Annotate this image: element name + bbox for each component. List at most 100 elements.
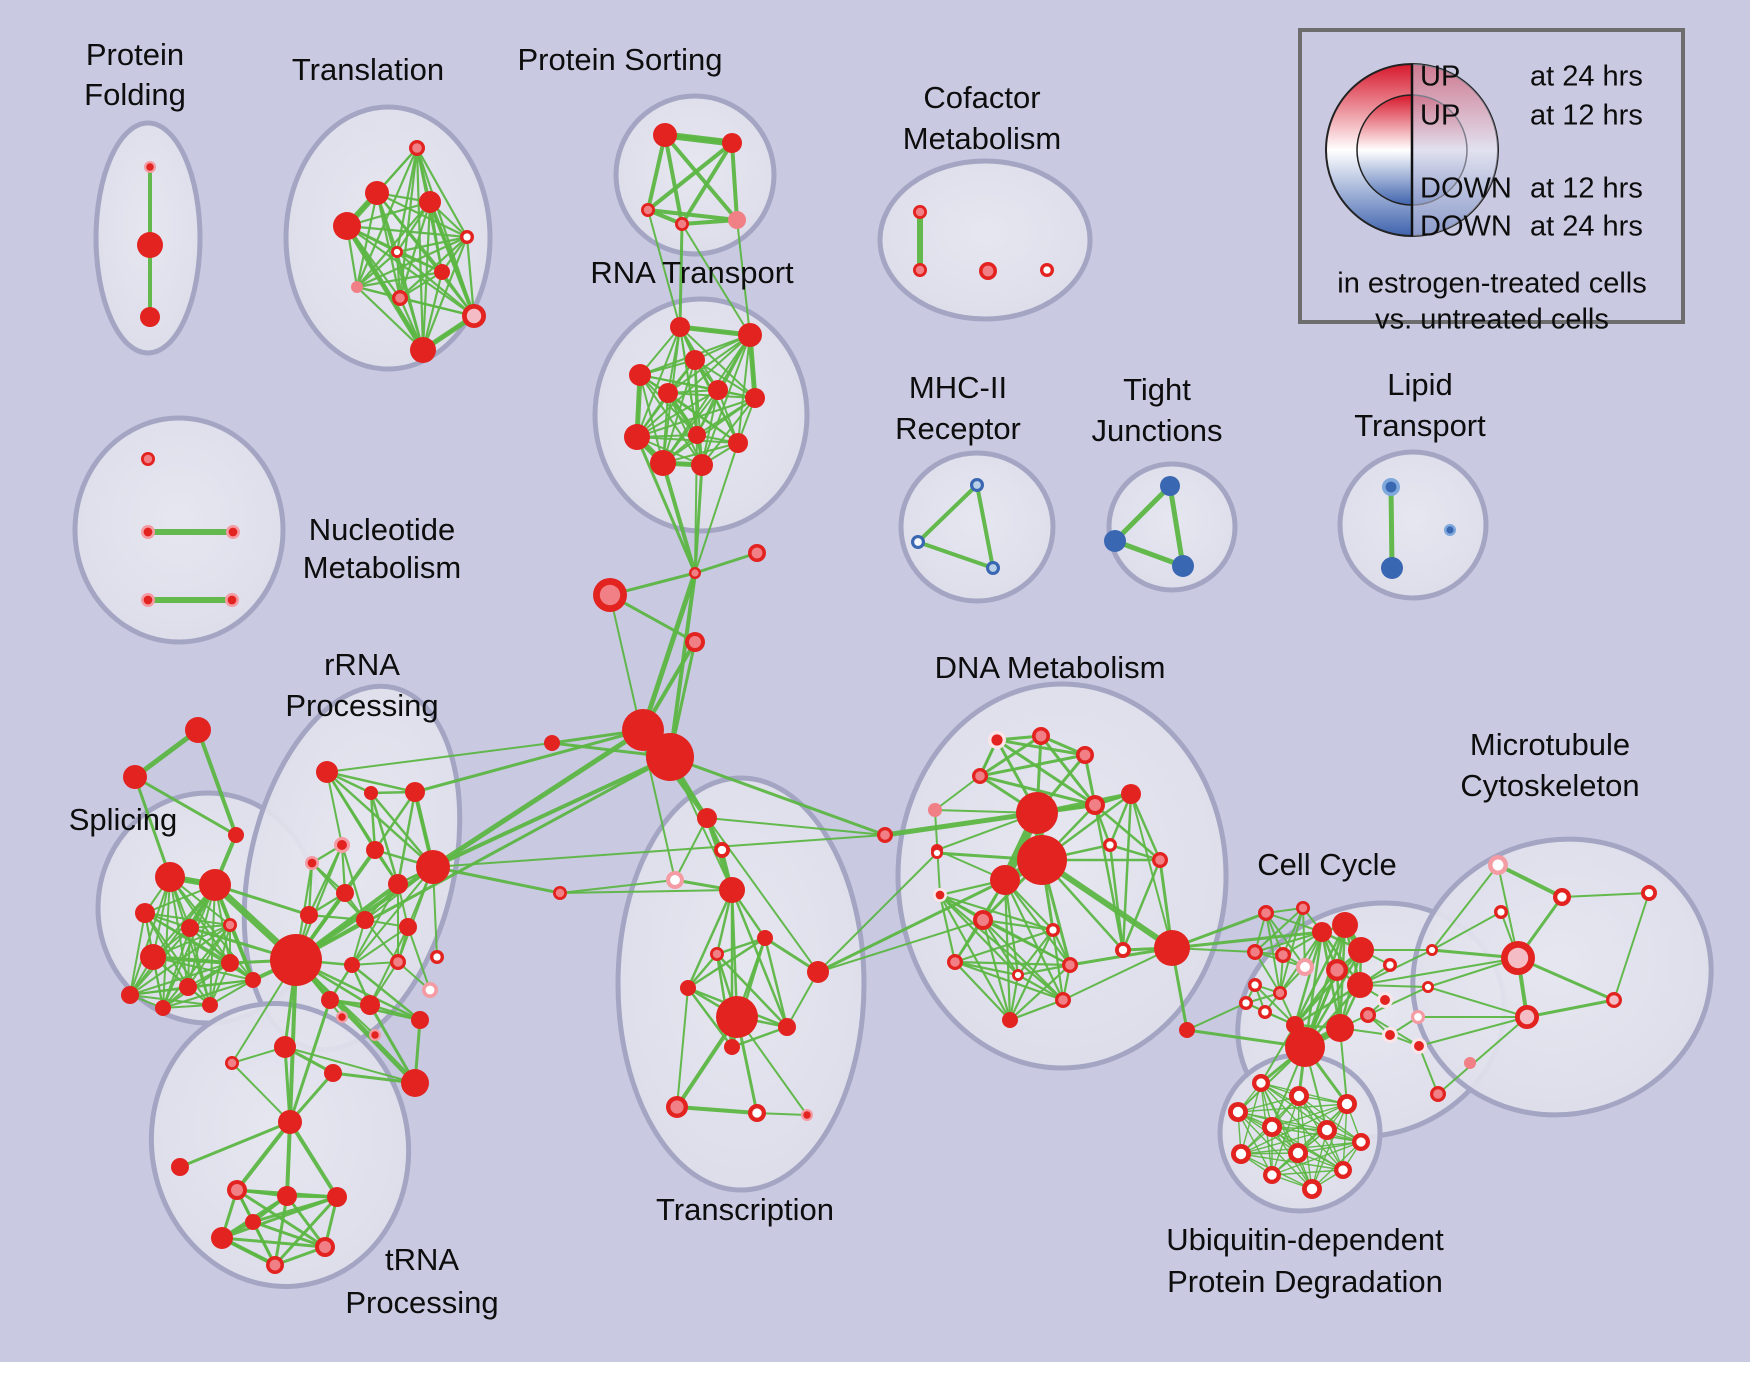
edge xyxy=(715,936,767,956)
edge xyxy=(344,223,426,353)
node-center xyxy=(1118,945,1128,955)
node-center xyxy=(143,454,153,464)
node-cm-2 xyxy=(979,262,997,280)
edge xyxy=(369,791,400,886)
edge xyxy=(640,570,698,733)
node-center xyxy=(463,233,471,241)
edge xyxy=(1437,1016,1528,1095)
edge xyxy=(661,461,697,575)
node-center xyxy=(1424,983,1432,991)
edge xyxy=(288,998,332,1124)
node-center xyxy=(1267,1170,1277,1180)
edge xyxy=(639,374,664,464)
edge xyxy=(679,326,756,399)
node-center xyxy=(973,481,981,489)
node-spl-3 xyxy=(181,919,199,937)
node-trna-2 xyxy=(227,1180,247,1200)
node-ring xyxy=(179,978,197,996)
node-center xyxy=(1292,1147,1304,1159)
edge xyxy=(369,926,409,1006)
node-cc-6 xyxy=(1275,947,1291,963)
node-center xyxy=(228,527,238,537)
node-ring xyxy=(388,874,408,894)
node-center xyxy=(1261,908,1271,918)
node-ring xyxy=(1332,912,1358,938)
node-rrna-22 xyxy=(430,950,444,964)
node-cc-18 xyxy=(1377,992,1393,1008)
node-rrna-20 xyxy=(336,1011,348,1023)
edge xyxy=(355,270,444,289)
edge xyxy=(639,374,698,436)
node-center xyxy=(915,265,925,275)
edge xyxy=(1254,931,1323,953)
edge xyxy=(995,738,1087,757)
edge xyxy=(345,224,469,239)
node-rna-1 xyxy=(738,323,762,347)
node-ring xyxy=(728,211,746,229)
node-center xyxy=(1293,1090,1305,1102)
edge xyxy=(235,1120,292,1192)
edge xyxy=(1108,843,1125,952)
node-link-7 xyxy=(553,886,567,900)
edge xyxy=(693,551,759,575)
node-center xyxy=(691,569,699,577)
node-ring xyxy=(1381,557,1403,579)
node-ring xyxy=(434,264,450,280)
edge xyxy=(285,1194,327,1249)
edge xyxy=(681,223,751,336)
cluster-bubble-tr xyxy=(283,104,493,372)
node-rrna-5 xyxy=(366,841,384,859)
cluster-label-ub-0: Ubiquitin-dependent xyxy=(1166,1222,1444,1257)
legend-caption-1: vs. untreated cells xyxy=(1375,304,1609,336)
cluster-label-dna-0: DNA Metabolism xyxy=(935,650,1166,685)
edge xyxy=(1016,963,1072,977)
cluster-label-trna-1: Processing xyxy=(345,1285,498,1320)
node-tr-7 xyxy=(351,281,363,293)
node-center xyxy=(231,1184,243,1196)
node-center xyxy=(1338,1165,1348,1175)
edge xyxy=(1008,928,1055,1022)
edge xyxy=(715,952,789,1029)
node-ring xyxy=(221,954,239,972)
edge xyxy=(816,878,1007,974)
edge xyxy=(351,866,434,966)
edge xyxy=(663,133,684,226)
node-dna-5 xyxy=(1076,746,1094,764)
node-ring xyxy=(399,918,417,936)
edge xyxy=(1311,1103,1348,1190)
edge xyxy=(407,926,431,991)
cluster-bubble-lt xyxy=(1337,449,1489,601)
node-rrna-10 xyxy=(356,911,374,929)
edge xyxy=(981,918,1055,932)
edge xyxy=(345,224,476,318)
edge xyxy=(355,200,432,289)
node-center xyxy=(1356,1137,1366,1147)
edge xyxy=(938,893,1012,1022)
node-center xyxy=(880,830,890,840)
edge xyxy=(934,775,981,811)
node-center xyxy=(1330,963,1344,977)
node-rrna-2 xyxy=(405,782,425,802)
node-rrna-21 xyxy=(369,1029,381,1041)
cluster-label-rrna-1: Processing xyxy=(285,688,438,723)
node-center xyxy=(689,636,701,648)
node-link-12 xyxy=(228,827,244,843)
edge xyxy=(395,235,469,254)
node-ring xyxy=(724,1039,740,1055)
edge xyxy=(1237,1095,1300,1113)
node-center xyxy=(433,953,441,961)
legend: UP at 24 hrs UP at 12 hrs DOWN at 12 hrs DOWN a… xyxy=(1298,28,1685,336)
node-ring xyxy=(278,1110,302,1134)
node-ring xyxy=(1179,1022,1195,1038)
node-cc-17 xyxy=(1360,1007,1376,1023)
node-center xyxy=(227,595,237,605)
node-cc-16 xyxy=(1285,1027,1325,1067)
edge xyxy=(1112,538,1186,569)
node-ring xyxy=(544,735,560,751)
node-dna-20 xyxy=(1055,992,1071,1008)
edge xyxy=(559,879,676,894)
cluster-label-cm-1: Metabolism xyxy=(903,121,1062,156)
edge xyxy=(938,893,1020,977)
node-link-5 xyxy=(646,733,694,781)
edge xyxy=(144,912,189,988)
